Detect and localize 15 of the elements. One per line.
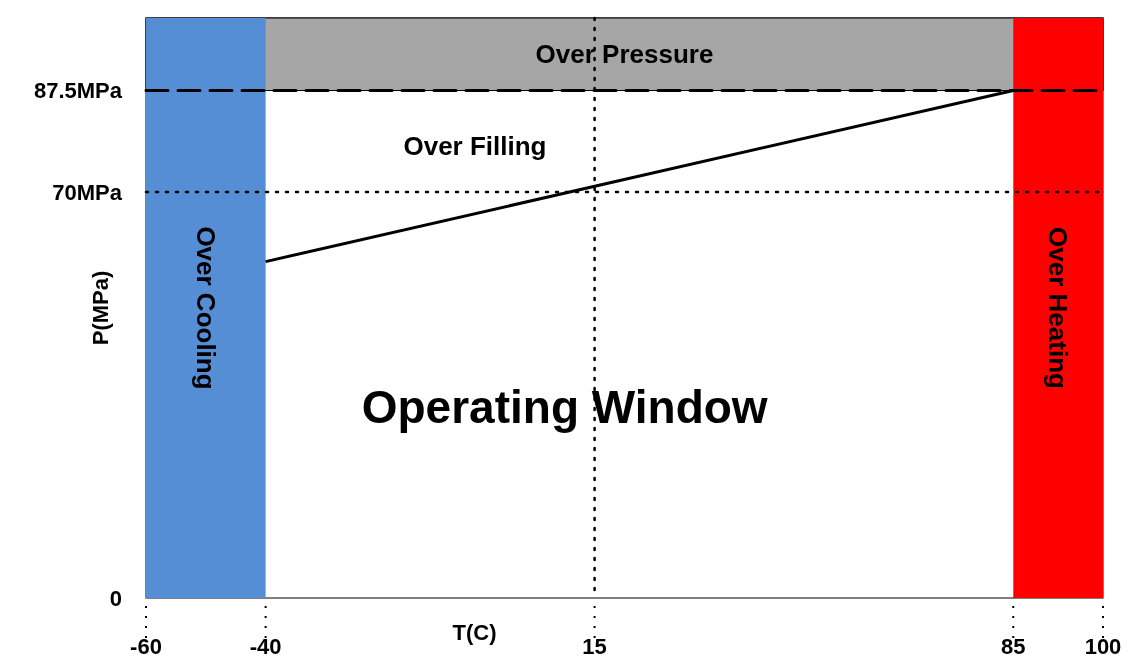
y-tick-label: 70MPa xyxy=(52,179,123,205)
x-tick-label: -40 xyxy=(249,634,282,659)
x-tick-label: 100 xyxy=(1084,634,1122,659)
band-label: Over Heating xyxy=(1043,227,1074,389)
x-tick-label: 15 xyxy=(582,634,607,659)
band-label: Over Cooling xyxy=(190,226,221,390)
y-axis-title: P(MPa) xyxy=(88,270,113,346)
annotation: Operating Window xyxy=(361,380,768,433)
x-axis-title: T(C) xyxy=(452,620,497,645)
y-tick-label: 87.5MPa xyxy=(33,78,123,103)
band-label: Over Pressure xyxy=(535,39,714,70)
annotation: Over Filling xyxy=(403,130,547,161)
x-tick-label: -60 xyxy=(130,634,162,659)
x-tick-label: 85 xyxy=(1001,634,1026,659)
y-tick-label: 0 xyxy=(109,585,122,611)
